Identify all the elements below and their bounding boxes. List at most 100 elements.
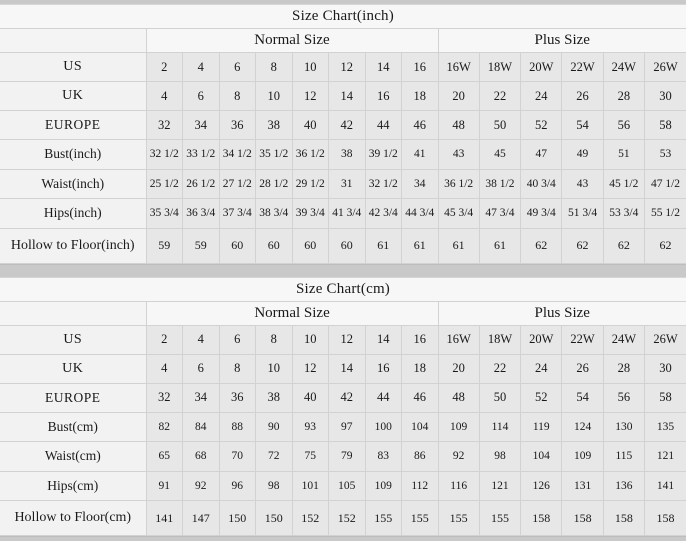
cell-hollow-to-floor-9: 61: [478, 227, 522, 264]
cell-us-0: 2: [145, 52, 183, 82]
cell-europe-6: 44: [364, 110, 402, 140]
cell-europe-4: 40: [291, 110, 329, 140]
cell-europe-3: 38: [255, 382, 293, 413]
cell-hips-12: 53 3/4: [602, 198, 645, 229]
cell-hollow-to-floor-6: 61: [364, 227, 402, 264]
group-header-plus-size: Plus Size: [437, 28, 686, 53]
cell-hollow-to-floor-1: 59: [182, 227, 220, 264]
cell-europe-2: 36: [218, 382, 257, 413]
cell-us-1: 4: [182, 52, 220, 82]
cell-europe-10: 52: [520, 110, 563, 140]
row-label-europe: EUROPE: [0, 110, 147, 140]
group-header-normal-size: Normal Size: [145, 300, 439, 326]
cell-waist-4: 29 1/2: [291, 168, 329, 199]
cell-uk-0: 4: [145, 81, 183, 111]
table-row: US 2 4 6 8 10 12 14 16 16W 18W 20W 22W 24W 26W: [0, 324, 686, 355]
cell-waist-2: 27 1/2: [218, 168, 256, 199]
cell-hollow-to-floor-0: 59: [145, 227, 183, 264]
cell-hips-1: 92: [182, 470, 220, 501]
cell-hips-11: 51 3/4: [561, 198, 604, 229]
size-chart-cm-body: Size Chart(cm) Normal Size Plus Size US 2 4 6 8…: [0, 277, 686, 536]
table-row: EUROPE 32 34 36 38 40 42 44 46 48 50 52 54 56 58: [0, 110, 686, 140]
cell-us-10: 20W: [520, 52, 563, 82]
cell-bust-10: 47: [520, 139, 563, 170]
cell-hips-2: 96: [218, 470, 257, 501]
cell-hips-0: 91: [145, 470, 184, 501]
size-chart-inch-body: Size Chart(inch) Normal Size Plus Size US 2 4…: [0, 5, 686, 264]
row-label-bust: Bust(cm): [0, 411, 147, 442]
cell-hollow-to-floor-9: 155: [478, 500, 522, 536]
chart-separator: [0, 264, 686, 277]
cell-europe-11: 54: [561, 110, 604, 140]
cell-bust-13: 135: [644, 411, 686, 442]
cell-hips-4: 101: [291, 470, 330, 501]
cell-uk-8: 20: [437, 353, 480, 384]
cell-us-3: 8: [255, 324, 293, 355]
cell-bust-5: 97: [328, 411, 366, 442]
chart-title: Size Chart(inch): [0, 5, 686, 29]
cell-hollow-to-floor-13: 62: [643, 227, 686, 264]
cell-hollow-to-floor-11: 158: [561, 500, 604, 536]
group-header-row: Normal Size Plus Size: [0, 28, 686, 53]
cell-hips-13: 55 1/2: [643, 198, 686, 229]
cell-uk-9: 22: [478, 81, 522, 111]
cell-hips-6: 109: [364, 470, 403, 501]
cell-uk-3: 10: [255, 353, 293, 384]
cell-europe-5: 42: [328, 110, 366, 140]
cell-bust-2: 88: [218, 411, 257, 442]
table-row: Hips(cm) 91 92 96 98 101 105 109 112 116 121 126 131…: [0, 470, 686, 501]
group-header-row: Normal Size Plus Size: [0, 300, 686, 326]
cell-hips-7: 44 3/4: [401, 198, 439, 229]
cell-waist-12: 45 1/2: [602, 168, 645, 199]
cell-waist-7: 34: [401, 168, 439, 199]
cell-uk-3: 10: [255, 81, 293, 111]
cell-bust-10: 119: [520, 411, 563, 442]
cell-bust-6: 39 1/2: [364, 139, 402, 170]
cell-uk-8: 20: [437, 81, 480, 111]
row-label-uk: UK: [0, 81, 147, 111]
cell-bust-2: 34 1/2: [218, 139, 256, 170]
cell-europe-12: 56: [602, 382, 646, 413]
cell-hollow-to-floor-3: 150: [255, 500, 293, 536]
cell-uk-12: 28: [602, 353, 646, 384]
cell-europe-10: 52: [520, 382, 563, 413]
cell-hips-13: 141: [644, 470, 686, 501]
cell-uk-4: 12: [291, 353, 330, 384]
cell-waist-10: 40 3/4: [520, 168, 563, 199]
cell-us-13: 26W: [644, 324, 686, 355]
cell-hips-10: 49 3/4: [520, 198, 563, 229]
row-label-europe: EUROPE: [0, 382, 147, 413]
table-row: Waist(inch) 25 1/2 26 1/2 27 1/2 28 1/2 29 1/…: [0, 168, 686, 199]
cell-europe-6: 44: [364, 382, 403, 413]
cell-hips-9: 121: [478, 470, 522, 501]
cell-europe-3: 38: [255, 110, 293, 140]
cell-hollow-to-floor-13: 158: [644, 500, 686, 536]
cell-hollow-to-floor-3: 60: [255, 227, 293, 264]
cell-hollow-to-floor-5: 152: [328, 500, 366, 536]
cell-europe-13: 58: [643, 110, 686, 140]
row-label-us: US: [0, 52, 147, 82]
cell-europe-5: 42: [328, 382, 366, 413]
row-label-waist: Waist(cm): [0, 441, 147, 472]
cell-europe-11: 54: [561, 382, 604, 413]
cell-waist-2: 70: [218, 441, 257, 472]
cell-europe-9: 50: [478, 382, 522, 413]
cell-uk-2: 8: [218, 81, 256, 111]
title-row: Size Chart(inch): [0, 5, 686, 29]
cell-hips-8: 45 3/4: [437, 198, 480, 229]
cell-bust-0: 32 1/2: [145, 139, 183, 170]
cell-europe-0: 32: [145, 382, 184, 413]
cell-bust-11: 49: [561, 139, 604, 170]
cell-hollow-to-floor-2: 150: [218, 500, 257, 536]
cell-europe-1: 34: [182, 110, 220, 140]
cell-us-9: 18W: [478, 52, 522, 82]
cell-hollow-to-floor-2: 60: [218, 227, 256, 264]
cell-hollow-to-floor-7: 155: [401, 500, 439, 536]
table-row: Hips(inch) 35 3/4 36 3/4 37 3/4 38 3/4 39 3/4…: [0, 198, 686, 229]
cell-bust-12: 51: [602, 139, 645, 170]
cell-europe-1: 34: [182, 382, 220, 413]
row-label-bust: Bust(inch): [0, 139, 147, 170]
cell-waist-13: 121: [644, 441, 686, 472]
cell-us-0: 2: [145, 324, 184, 355]
cell-us-9: 18W: [478, 324, 522, 355]
